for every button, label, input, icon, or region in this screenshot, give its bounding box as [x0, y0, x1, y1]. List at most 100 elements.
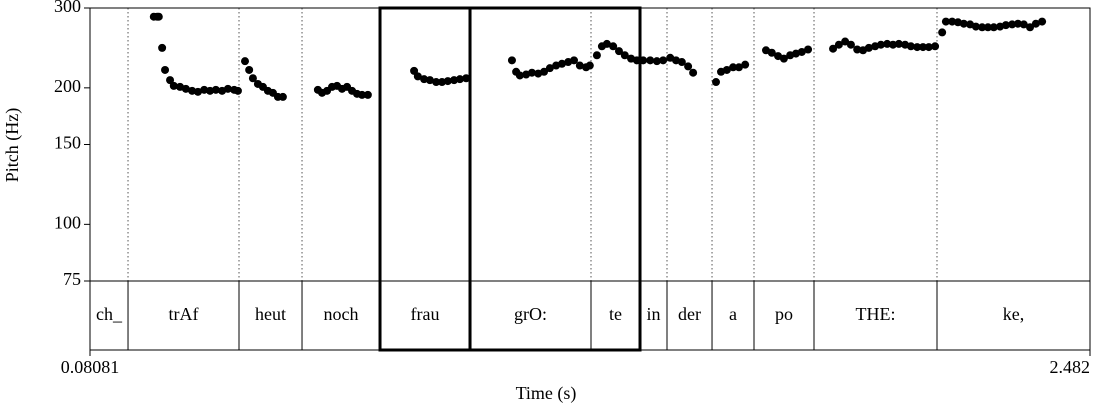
pitch-point: [193, 87, 202, 96]
pitch-point: [602, 39, 611, 48]
pitch-point: [989, 23, 998, 32]
pitch-point: [527, 68, 536, 77]
pitch-point: [233, 86, 242, 95]
tier-label: in: [647, 304, 661, 324]
pitch-point: [169, 81, 178, 90]
pitch-point: [804, 45, 813, 54]
pitch-point: [913, 43, 922, 52]
pitch-point: [443, 77, 452, 86]
pitch-point: [1013, 19, 1022, 28]
pitch-point: [983, 23, 992, 32]
pitch-point: [161, 65, 170, 74]
pitch-point: [1038, 17, 1047, 26]
tier-label: a: [729, 304, 737, 324]
pitch-point: [507, 56, 516, 65]
pitch-point: [829, 44, 838, 53]
pitch-point: [846, 40, 855, 49]
pitch-point: [712, 78, 721, 87]
pitch-point: [1001, 21, 1010, 30]
pitch-point: [211, 85, 220, 94]
pitch-point: [620, 51, 629, 60]
pitch-point: [609, 42, 618, 51]
x-tick-label: 0.08081: [61, 357, 120, 377]
pitch-point: [734, 63, 743, 72]
y-tick-label: 200: [54, 76, 81, 96]
tier-label: noch: [324, 304, 359, 324]
pitch-point: [741, 60, 750, 69]
tier-label: THE:: [856, 304, 896, 324]
pitch-point: [853, 45, 862, 54]
y-tick-label: 100: [54, 212, 81, 232]
tier-label: po: [775, 304, 793, 324]
pitch-point: [889, 40, 898, 49]
pitch-point: [639, 56, 648, 65]
pitch-point: [918, 43, 927, 52]
highlight-box: [378, 6, 472, 352]
pitch-point: [722, 65, 731, 74]
y-axis-label: Pitch (Hz): [2, 108, 23, 182]
tier-label: ke,: [1003, 304, 1025, 324]
pitch-point: [938, 28, 947, 37]
x-axis-label: Time (s): [516, 383, 577, 404]
pitch-point: [1031, 19, 1040, 28]
pitch-point: [592, 51, 601, 60]
pitch-point: [689, 68, 698, 77]
pitch-point: [1008, 20, 1017, 29]
pitch-point: [948, 17, 957, 26]
pitch-point: [883, 39, 892, 48]
pitch-point: [767, 48, 776, 57]
y-tick-label: 150: [54, 133, 81, 153]
pitch-point: [632, 56, 641, 65]
x-tick-label: 2.482: [1050, 357, 1091, 377]
pitch-point: [876, 40, 885, 49]
pitch-point: [894, 39, 903, 48]
pitch-point: [677, 58, 686, 67]
pitch-point: [729, 63, 738, 72]
tier-label: grO:: [514, 304, 547, 324]
pitch-point: [978, 23, 987, 32]
pitch-point: [462, 74, 471, 83]
pitch-point: [614, 47, 623, 56]
pitch-point: [652, 57, 661, 66]
pitch-point: [413, 72, 422, 81]
pitch-point: [241, 57, 250, 66]
tier-label: heut: [255, 304, 286, 324]
pitch-point: [941, 17, 950, 26]
pitch-point: [959, 19, 968, 28]
pitch-point: [363, 90, 372, 99]
pitch-point: [248, 74, 257, 83]
pitch-point: [931, 42, 940, 51]
pitch-point: [545, 64, 554, 73]
pitch-point: [779, 54, 788, 63]
pitch-point: [575, 61, 584, 70]
highlight-box: [468, 6, 642, 352]
pitch-point: [864, 43, 873, 52]
pitch-point: [455, 75, 464, 84]
pitch-point: [971, 22, 980, 31]
pitch-point: [659, 56, 668, 65]
pitch-point: [154, 12, 163, 21]
pitch-point: [358, 90, 367, 99]
pitch-point: [245, 65, 254, 74]
pitch-point: [570, 56, 579, 65]
pitch-point: [557, 59, 566, 68]
pitch-point: [797, 47, 806, 56]
tier-label: te: [609, 304, 622, 324]
pitch-point: [1019, 20, 1028, 29]
pitch-point: [166, 76, 175, 85]
pitch-point: [1026, 23, 1035, 32]
pitch-point: [684, 62, 693, 71]
plot-frame: [89, 7, 1091, 351]
pitch-point: [585, 61, 594, 70]
pitch-point: [924, 43, 933, 52]
pitch-point: [646, 56, 655, 65]
pitch-point: [425, 76, 434, 85]
pitch-point: [834, 40, 843, 49]
y-tick-label: 75: [63, 269, 81, 289]
tier-label: trAf: [169, 304, 199, 324]
pitch-point: [432, 78, 441, 87]
pitch-point: [515, 71, 524, 80]
pitch-point: [540, 67, 549, 76]
tier-label: frau: [411, 304, 440, 324]
